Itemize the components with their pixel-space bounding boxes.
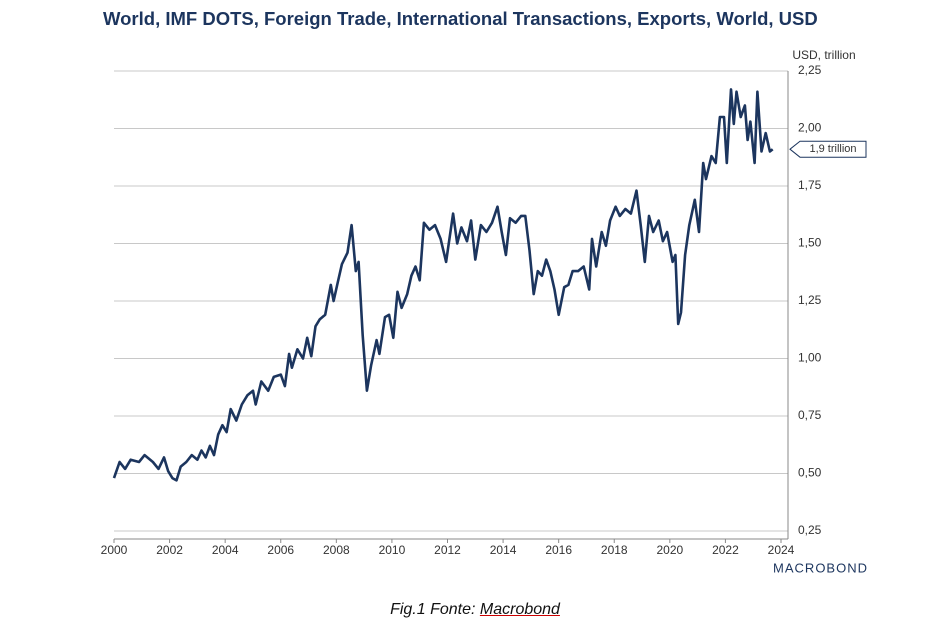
x-tick-label: 2010: [379, 543, 406, 557]
x-tick-label: 2000: [101, 543, 128, 557]
y-tick-label: 1,00: [798, 351, 822, 365]
x-tick-label: 2016: [545, 543, 572, 557]
x-tick-label: 2024: [768, 543, 795, 557]
y-tick-label: 1,50: [798, 236, 822, 250]
chart-title: World, IMF DOTS, Foreign Trade, Internat…: [103, 8, 818, 29]
y-tick-label: 2,25: [798, 63, 822, 77]
x-tick-label: 2012: [434, 543, 461, 557]
caption-prefix: Fig.1 Fonte:: [390, 601, 476, 618]
y-tick-label: 1,75: [798, 178, 822, 192]
y-tick-label: 0,75: [798, 408, 822, 422]
y-tick-label: 0,50: [798, 466, 822, 480]
caption: Fig.1 Fonte: Macrobond: [0, 601, 950, 619]
x-tick-label: 2014: [490, 543, 517, 557]
x-tick-label: 2022: [712, 543, 739, 557]
x-tick-label: 2018: [601, 543, 628, 557]
series-line: [112, 88, 774, 482]
x-tick-label: 2004: [212, 543, 239, 557]
y-tick-label: 2,00: [798, 121, 822, 135]
annotation: 1,9 trillion: [809, 143, 856, 155]
x-tick-label: 2002: [156, 543, 183, 557]
x-tick-label: 2008: [323, 543, 350, 557]
x-tick-label: 2006: [267, 543, 294, 557]
y-tick-label: 1,25: [798, 293, 822, 307]
y-axis-label: USD, trillion: [792, 48, 855, 62]
annotation-box: [789, 140, 867, 158]
caption-source: Macrobond: [479, 601, 560, 618]
y-tick-label: 0,25: [798, 523, 822, 537]
brand: MACROBOND: [773, 560, 868, 575]
x-tick-label: 2020: [656, 543, 683, 557]
